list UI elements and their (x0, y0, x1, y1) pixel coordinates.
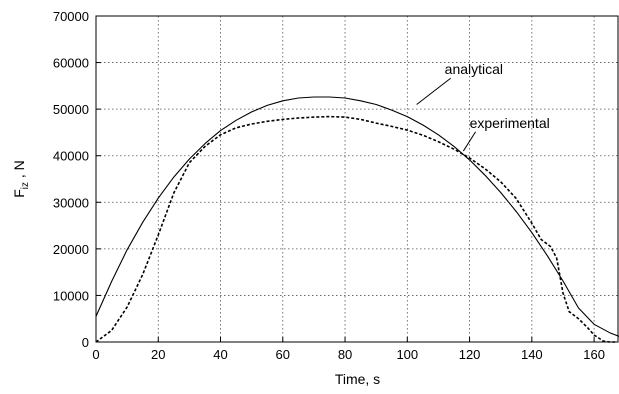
annotation-analytical: analytical (445, 61, 503, 77)
x-tick-label: 120 (459, 347, 481, 362)
y-axis-title: Fiz , N (11, 160, 31, 198)
y-tick-label: 0 (82, 335, 89, 350)
annotation-experimental: experimental (470, 115, 550, 131)
y-tick-label: 30000 (53, 195, 89, 210)
x-tick-label: 60 (276, 347, 290, 362)
y-tick-label: 10000 (53, 288, 89, 303)
annotation-pointer (462, 131, 476, 152)
x-tick-label: 0 (92, 347, 99, 362)
x-tick-label: 140 (521, 347, 543, 362)
y-tick-label: 50000 (53, 102, 89, 117)
y-tick-label: 60000 (53, 56, 89, 71)
x-tick-label: 100 (396, 347, 418, 362)
plot-frame (95, 15, 619, 343)
y-tick-label: 20000 (53, 242, 89, 257)
y-tick-label: 40000 (53, 149, 89, 164)
grid-lines (96, 16, 619, 342)
series-layer (95, 96, 619, 343)
series-experimental (95, 115, 616, 343)
x-axis-title: Time, s (335, 371, 380, 387)
x-tick-label: 80 (338, 347, 352, 362)
y-tick-label: 70000 (53, 9, 89, 24)
x-ticks: 0 20 40 60 80 100 120 140 160 (92, 337, 605, 362)
x-tick-label: 160 (583, 347, 605, 362)
series-analytical (95, 96, 619, 337)
x-tick-label: 20 (151, 347, 165, 362)
y-axis-title-subscript: iz (20, 182, 31, 189)
annotations: analytical experimental (416, 61, 550, 152)
y-axis-title-unit: , N (11, 160, 27, 182)
x-tick-label: 40 (213, 347, 227, 362)
annotation-pointer (416, 77, 451, 105)
y-ticks: 0 10000 20000 30000 40000 50000 60000 70000 (53, 9, 101, 350)
y-axis-title-main: F (11, 189, 27, 198)
